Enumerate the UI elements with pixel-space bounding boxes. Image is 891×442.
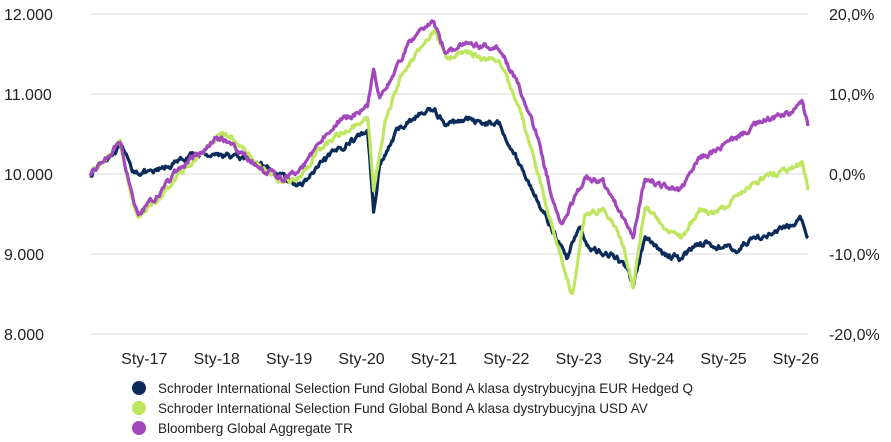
y-left-tick-label: 11.000 xyxy=(4,87,52,104)
x-tick-label: Sty-18 xyxy=(194,351,240,368)
legend-label: Bloomberg Global Aggregate TR xyxy=(158,420,353,436)
legend-item: Schroder International Selection Fund Gl… xyxy=(132,378,693,398)
y-left-tick-label: 12.000 xyxy=(4,7,53,24)
y-right-tick-label: -10,0% xyxy=(829,247,880,264)
series-line xyxy=(89,106,810,289)
legend-marker xyxy=(132,381,146,395)
y-right-tick-label: 10,0% xyxy=(829,87,874,104)
y-left-tick-label: 10.000 xyxy=(4,167,53,184)
y-left-tick-label: 9.000 xyxy=(4,247,44,264)
x-tick-label: Sty-25 xyxy=(700,351,746,368)
legend-marker xyxy=(132,401,146,415)
legend-item: Schroder International Selection Fund Gl… xyxy=(132,398,693,418)
x-tick-label: Sty-22 xyxy=(483,351,529,368)
y-right-tick-label: 20,0% xyxy=(829,7,874,24)
x-tick-label: Sty-19 xyxy=(266,351,312,368)
legend-label: Schroder International Selection Fund Gl… xyxy=(158,400,648,416)
legend-item: Bloomberg Global Aggregate TR xyxy=(132,418,693,438)
x-tick-label: Sty-17 xyxy=(121,351,167,368)
x-tick-label: Sty-20 xyxy=(338,351,384,368)
chart-canvas: 12.000 20,0% 11.000 10,0% 10.000 0,0% 9.000 -10… xyxy=(4,7,880,368)
y-left-tick-label: 8.000 xyxy=(4,327,44,344)
legend-marker xyxy=(132,421,146,435)
legend-label: Schroder International Selection Fund Gl… xyxy=(158,380,694,396)
x-tick-label: Sty-26 xyxy=(773,351,819,368)
series-line xyxy=(88,19,810,240)
x-tick-label: Sty-24 xyxy=(628,351,674,368)
x-tick-label: Sty-23 xyxy=(556,351,602,368)
y-right-tick-label: 0,0% xyxy=(829,167,865,184)
x-tick-label: Sty-21 xyxy=(411,351,457,368)
legend: Schroder International Selection Fund Gl… xyxy=(132,378,693,438)
y-right-tick-label: -20,0% xyxy=(829,327,880,344)
